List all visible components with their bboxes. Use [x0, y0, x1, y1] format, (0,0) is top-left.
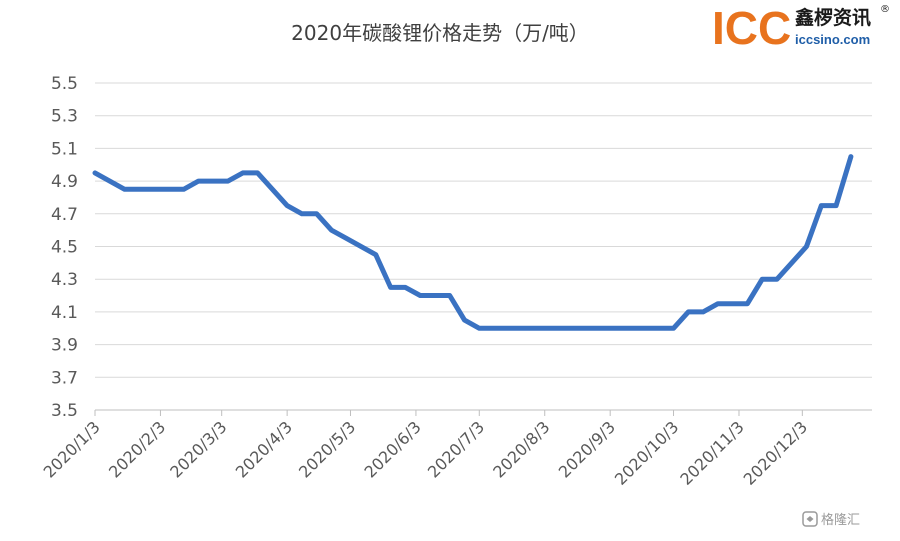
x-tick-label: 2020/4/3	[232, 417, 296, 481]
y-tick-label: 4.7	[51, 205, 78, 225]
logo-mark: ICC	[712, 2, 791, 54]
x-tick-label: 2020/2/3	[105, 417, 169, 481]
y-tick-label: 4.3	[51, 270, 78, 290]
registered-mark: ®	[880, 4, 890, 15]
y-tick-label: 4.9	[51, 172, 78, 192]
x-tick-label: 2020/3/3	[166, 417, 230, 481]
y-tick-label: 5.3	[51, 107, 78, 127]
x-tick-label: 2020/8/3	[489, 417, 553, 481]
watermark: 格隆汇	[802, 511, 860, 528]
y-axis-ticks: 5.5 5.3 5.1 4.9 4.7 4.5 4.3 4.1 3.9 3.7 3.5	[51, 74, 78, 421]
icc-logo: ICC 鑫椤资讯 iccsino.com ®	[712, 2, 890, 54]
y-tick-label: 4.1	[51, 303, 78, 323]
watermark-text: 格隆汇	[821, 512, 860, 528]
gelonghui-logo-icon	[802, 511, 818, 527]
chart-title: 2020年碳酸锂价格走势（万/吨）	[291, 21, 589, 45]
y-tick-label: 3.5	[51, 401, 78, 421]
x-tick-label: 2020/5/3	[295, 417, 359, 481]
gridlines	[95, 82, 872, 378]
logo-cn-name: 鑫椤资讯	[794, 6, 871, 29]
series-line-lithium-carbonate-price	[92, 154, 854, 331]
y-tick-label: 3.7	[51, 368, 78, 388]
y-tick-label: 5.5	[51, 74, 78, 94]
y-tick-label: 4.5	[51, 238, 78, 258]
logo-url: iccsino.com	[795, 32, 870, 47]
x-tick-label: 2020/11/3	[676, 417, 747, 488]
x-tick-label: 2020/1/3	[40, 417, 104, 481]
y-tick-label: 3.9	[51, 336, 78, 356]
x-tick-label: 2020/9/3	[555, 417, 619, 481]
y-tick-label: 5.1	[51, 139, 78, 159]
x-tick-label: 2020/12/3	[740, 417, 811, 488]
x-tick-label: 2020/7/3	[424, 417, 488, 481]
x-tick-label: 2020/6/3	[361, 417, 425, 481]
x-tick-label: 2020/10/3	[611, 417, 682, 488]
